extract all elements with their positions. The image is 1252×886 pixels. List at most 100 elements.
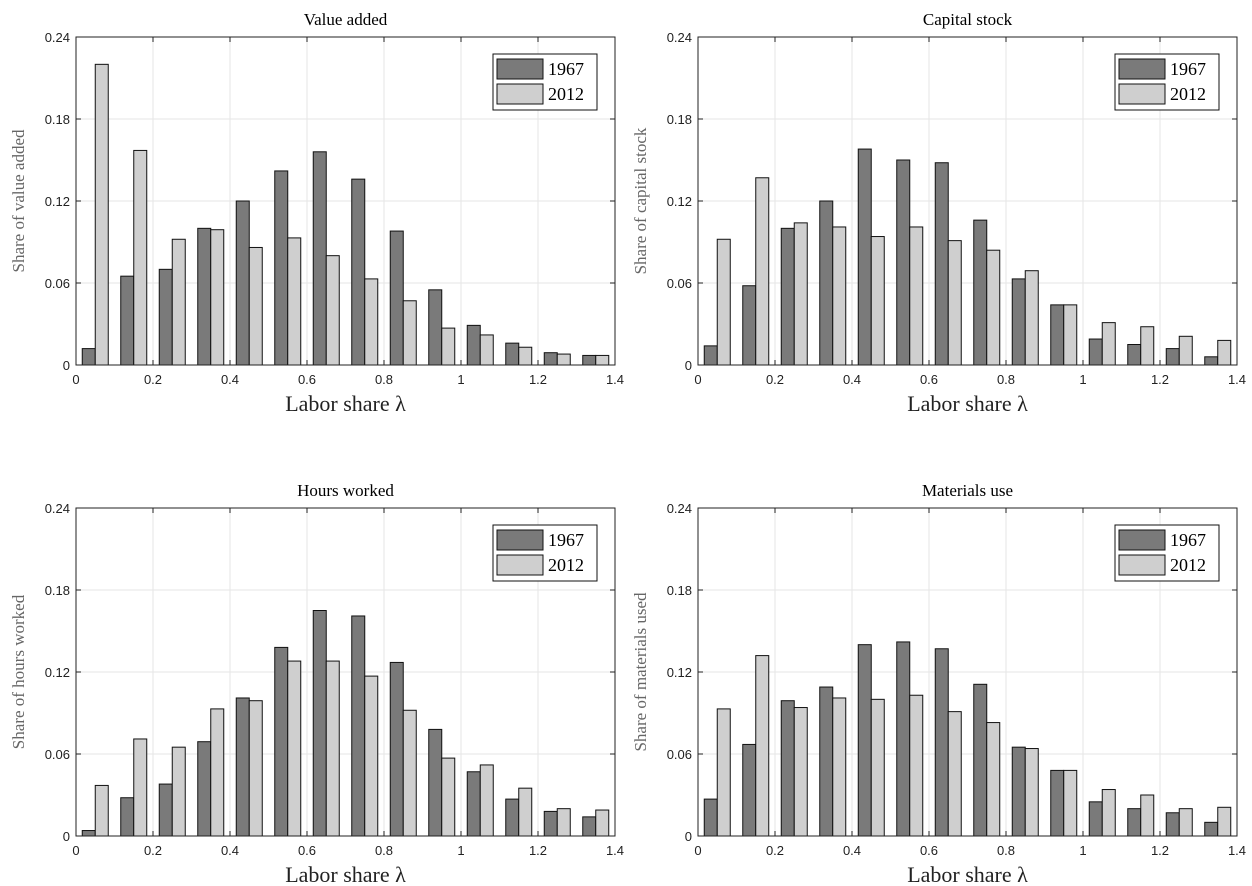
x-axis-label: Labor share λ (285, 862, 406, 886)
x-tick-label: 0.4 (843, 372, 861, 387)
x-tick-label: 0.2 (144, 372, 162, 387)
bar-2012 (1178, 335, 1193, 366)
y-tick-label: 0.12 (45, 665, 70, 680)
bar-2012 (909, 694, 924, 837)
bar-1967 (543, 352, 558, 366)
bar-1967 (582, 354, 597, 366)
x-tick-label: 0 (72, 843, 79, 858)
bar-1967 (742, 285, 757, 366)
y-tick-label: 0.24 (667, 501, 692, 516)
bar-2012 (755, 177, 770, 366)
bar-2012 (210, 229, 225, 366)
bar-2012 (595, 354, 610, 366)
y-tick-label: 0 (63, 358, 70, 373)
bar-2012 (716, 708, 731, 837)
legend-swatch-1967 (496, 58, 544, 80)
y-tick-label: 0.06 (45, 747, 70, 762)
bar-1967 (703, 345, 718, 366)
bar-1967 (780, 227, 795, 366)
bar-1967 (1204, 356, 1219, 366)
bar-1967 (819, 686, 834, 837)
bar-2012 (947, 711, 962, 837)
bar-1967 (235, 200, 250, 366)
bar-2012 (133, 738, 148, 837)
bar-1967 (428, 728, 443, 837)
x-tick-label: 1.2 (1151, 843, 1169, 858)
bar-1967 (351, 615, 366, 837)
bar-1967 (896, 159, 911, 366)
chart-panel-1: 0 0.2 0.4 0.6 0.8 1 1.2 1.4 0 0.06 0.12 0.18 0.24 Val… (9, 10, 624, 416)
bar-2012 (479, 764, 494, 837)
x-tick-label: 1.4 (606, 843, 624, 858)
bar-2012 (479, 334, 494, 366)
chart-title: Value added (304, 10, 388, 29)
bar-1967 (1204, 821, 1219, 837)
x-tick-label: 0 (72, 372, 79, 387)
legend: 1967 2012 (1114, 53, 1220, 111)
legend-swatch-1967 (1118, 529, 1166, 551)
chart-title: Materials use (922, 481, 1013, 500)
x-tick-label: 0.6 (298, 372, 316, 387)
bar-2012 (947, 240, 962, 366)
bar-2012 (1024, 748, 1039, 837)
x-axis-label: Labor share λ (907, 391, 1028, 416)
bar-2012 (870, 698, 885, 837)
bar-2012 (325, 255, 340, 366)
legend-label-2012: 2012 (1170, 555, 1206, 575)
bar-1967 (896, 641, 911, 837)
x-tick-label: 1.2 (529, 843, 547, 858)
y-tick-label: 0.12 (667, 665, 692, 680)
bar-2012 (364, 675, 379, 837)
bar-1967 (120, 275, 135, 366)
bar-2012 (556, 808, 571, 837)
bar-1967 (1127, 808, 1142, 837)
bar-2012 (793, 222, 808, 366)
bar-2012 (1140, 326, 1155, 366)
legend-label-1967: 1967 (1170, 59, 1206, 79)
bar-2012 (755, 655, 770, 837)
x-tick-label: 0.6 (920, 843, 938, 858)
bar-2012 (441, 327, 456, 366)
y-tick-label: 0.18 (667, 112, 692, 127)
bar-2012 (210, 708, 225, 837)
y-tick-label: 0.06 (45, 276, 70, 291)
legend-label-1967: 1967 (548, 530, 584, 550)
bar-2012 (518, 346, 533, 366)
bar-1967 (505, 798, 520, 837)
bar-2012 (94, 784, 109, 837)
x-tick-label: 0.6 (298, 843, 316, 858)
bar-1967 (1050, 769, 1065, 837)
bar-2012 (171, 238, 186, 366)
y-tick-label: 0 (685, 358, 692, 373)
bar-2012 (402, 300, 417, 366)
bar-1967 (742, 743, 757, 837)
bar-2012 (1178, 808, 1193, 837)
x-tick-label: 0.2 (766, 372, 784, 387)
y-tick-label: 0 (63, 829, 70, 844)
bar-2012 (441, 757, 456, 837)
bar-2012 (986, 722, 1001, 837)
y-axis-label: Share of value added (9, 129, 28, 273)
y-tick-label: 0.18 (45, 583, 70, 598)
y-tick-label: 0.24 (667, 30, 692, 45)
chart-title: Capital stock (923, 10, 1013, 29)
legend-swatch-2012 (1118, 83, 1166, 105)
bar-2012 (793, 707, 808, 837)
bar-1967 (819, 200, 834, 366)
x-tick-label: 1.4 (1228, 843, 1246, 858)
legend-label-1967: 1967 (548, 59, 584, 79)
bar-1967 (1088, 338, 1103, 366)
legend-swatch-1967 (1118, 58, 1166, 80)
legend-label-1967: 1967 (1170, 530, 1206, 550)
x-tick-label: 0.6 (920, 372, 938, 387)
bar-1967 (274, 646, 289, 837)
bar-1967 (197, 227, 212, 366)
chart-panel-4: 0 0.2 0.4 0.6 0.8 1 1.2 1.4 0 0.06 0.12 0.18 0.24 Mat… (631, 481, 1246, 886)
bar-2012 (986, 249, 1001, 366)
bar-2012 (832, 226, 847, 366)
x-tick-label: 0.4 (843, 843, 861, 858)
x-tick-label: 0.2 (766, 843, 784, 858)
x-tick-label: 0 (694, 843, 701, 858)
y-tick-label: 0.12 (667, 194, 692, 209)
